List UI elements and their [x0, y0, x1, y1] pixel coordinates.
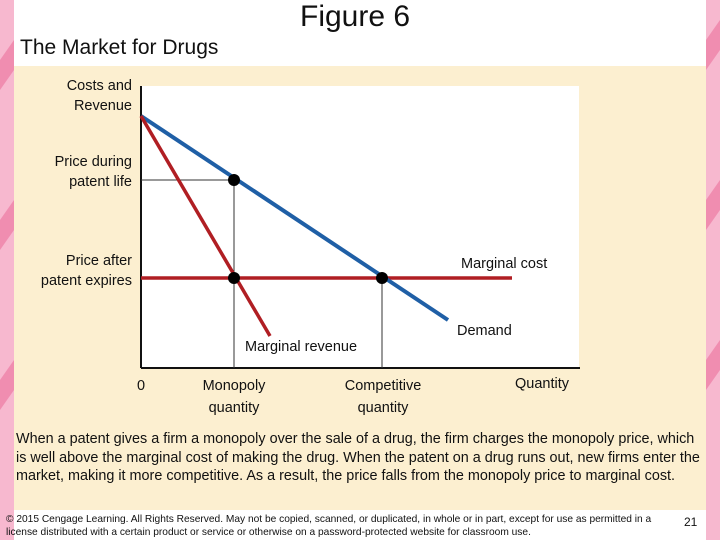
marginal-revenue-curve	[139, 115, 272, 337]
y-axis-label: Costs and Revenue	[66, 78, 132, 114]
x-tick-origin: 0	[136, 378, 146, 394]
monopoly-mc-point	[228, 272, 240, 284]
figure-caption: When a patent gives a firm a monopoly ov…	[16, 431, 700, 484]
y-tick-price-patent: Price during patent life	[54, 154, 132, 190]
demand-label: Demand	[457, 323, 512, 339]
page-number: 21	[684, 515, 698, 529]
x-tick-monopoly-quantity: Monopoly quantity	[202, 378, 266, 416]
x-axis-label: Quantity	[515, 376, 569, 392]
left-decorative-stripe	[0, 0, 14, 540]
y-tick-price-after: Price after patent expires	[40, 253, 132, 289]
monopoly-price-point	[228, 174, 240, 186]
demand-curve	[139, 114, 450, 322]
marginal-cost-label: Marginal cost	[461, 256, 548, 272]
slide-title: Figure 6	[300, 0, 411, 33]
competitive-equilibrium-point	[376, 272, 388, 284]
plot-area	[141, 86, 579, 368]
copyright-footer: © 2015 Cengage Learning. All Rights Rese…	[6, 514, 652, 538]
right-decorative-stripe	[706, 0, 720, 540]
slide-subtitle: The Market for Drugs	[20, 36, 219, 59]
marginal-revenue-label: Marginal revenue	[245, 339, 358, 355]
x-tick-competitive-quantity: Competitive quantity	[344, 378, 422, 416]
